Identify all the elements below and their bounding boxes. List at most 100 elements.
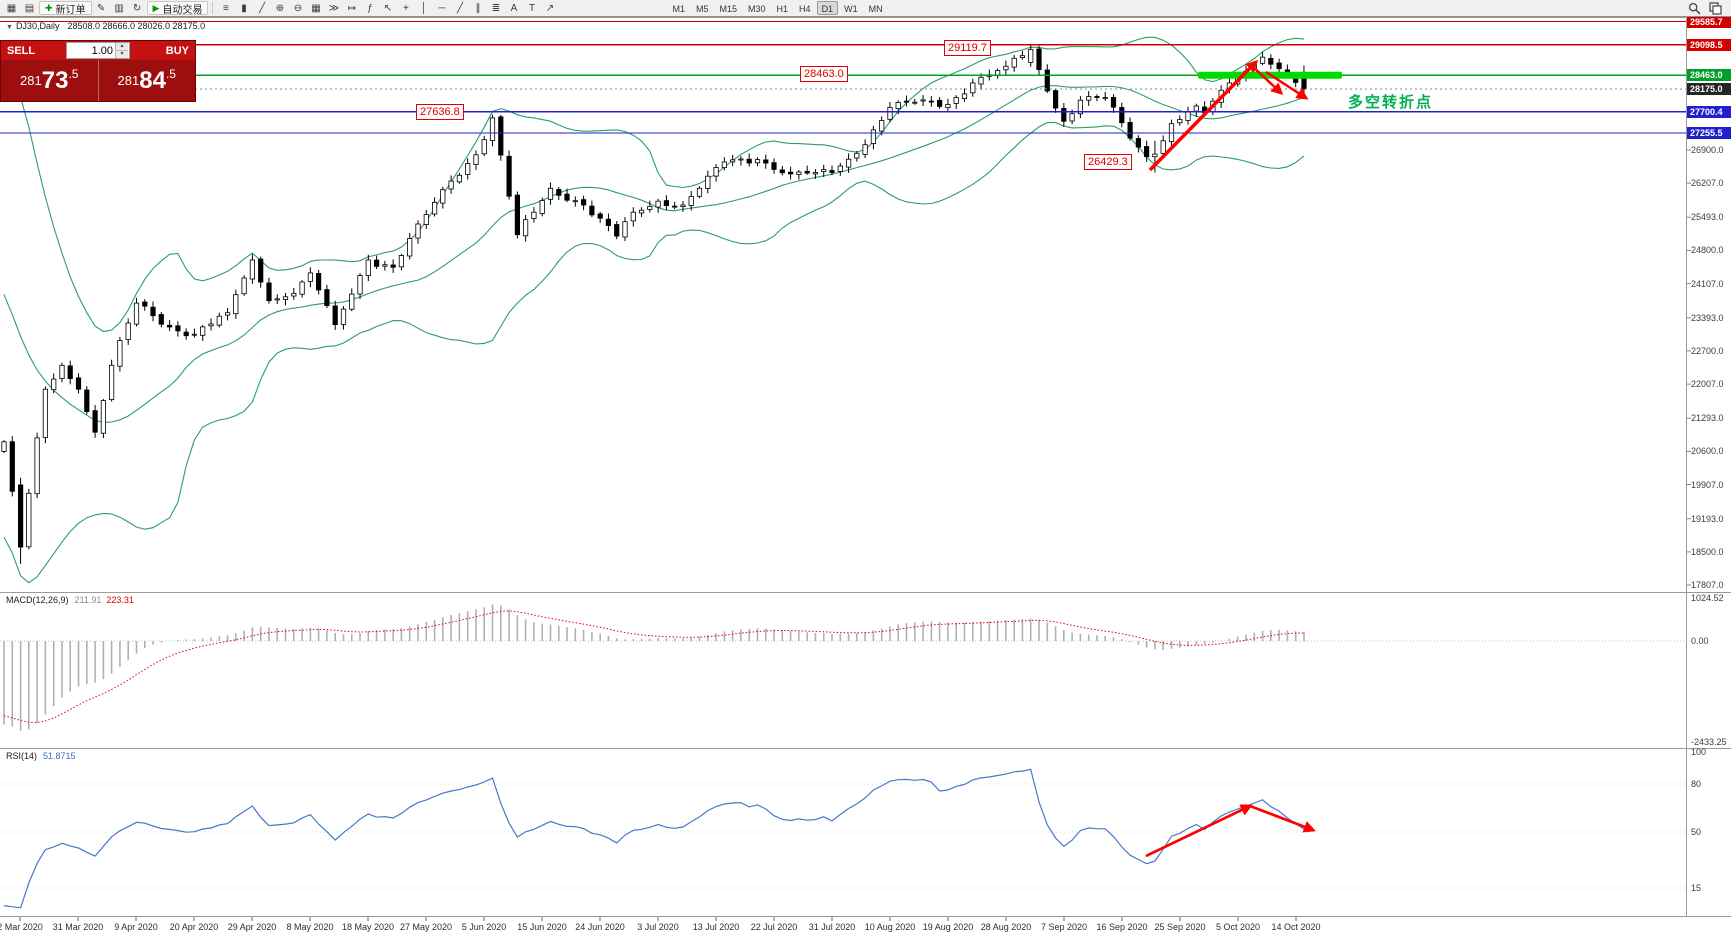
date-label: 22 Jul 2020 <box>750 922 798 932</box>
vertical-line-icon[interactable]: │ <box>420 2 428 14</box>
toolbar-group-charts: ▦ ▤ <box>3 1 38 16</box>
macd-scale-value: 0.00 <box>1691 636 1709 646</box>
volume-stepper: ▴ ▾ <box>115 43 128 58</box>
channel-icon[interactable]: ∥ <box>475 2 481 14</box>
toolbar-separator <box>212 2 214 14</box>
price-tick: 18500.0 <box>1691 546 1724 557</box>
date-label: 5 Jun 2020 <box>461 922 507 932</box>
new-order-button[interactable]: ✚ 新订单 <box>39 1 92 16</box>
date-label: 29 Apr 2020 <box>227 922 277 932</box>
date-label: 9 Apr 2020 <box>114 922 158 932</box>
date-label: 8 May 2020 <box>286 922 334 932</box>
date-label: 31 Jul 2020 <box>808 922 856 932</box>
timeframe-mn[interactable]: MN <box>864 1 888 15</box>
autotrading-label: 自动交易 <box>162 4 203 16</box>
trendline-icon[interactable]: ╱ <box>456 2 463 14</box>
new-window-icon[interactable] <box>1707 1 1724 16</box>
symbol-marker-icon: ▼ <box>6 24 13 31</box>
volume-decrease-button[interactable]: ▾ <box>115 50 128 58</box>
price-tick: 19907.0 <box>1691 479 1724 490</box>
timeframe-m1[interactable]: M1 <box>667 1 690 15</box>
price-tick: 23393.0 <box>1691 312 1724 323</box>
rsi-scale-value: 15 <box>1691 883 1702 893</box>
timeframe-h4[interactable]: H4 <box>794 1 816 15</box>
search-icon[interactable] <box>1686 1 1703 16</box>
arrows-icon[interactable]: ↗ <box>545 2 555 14</box>
crosshair-icon[interactable]: + <box>403 2 409 14</box>
price-scale-box: 27700.4 <box>1687 105 1731 118</box>
macd-scale-value: -2433.25 <box>1691 737 1727 748</box>
timeframe-m15[interactable]: M15 <box>715 1 743 15</box>
timeframe-h1[interactable]: H1 <box>772 1 794 15</box>
price-tick: 25493.0 <box>1691 212 1724 223</box>
candlestick-chart-icon[interactable]: ▮ <box>241 2 247 14</box>
buy-button[interactable]: 281 84.5 <box>97 60 196 101</box>
buy-label[interactable]: BUY <box>165 44 189 57</box>
date-label: 13 Jul 2020 <box>692 922 740 932</box>
zoom-out-icon[interactable]: ⊖ <box>293 2 303 14</box>
chart-shift-icon[interactable]: ↦ <box>347 2 357 14</box>
zoom-in-icon[interactable]: ⊕ <box>275 2 285 14</box>
text-label-icon[interactable]: T <box>528 2 536 14</box>
price-annotation[interactable]: 28463.0 <box>800 66 848 82</box>
date-label: 14 Oct 2020 <box>1271 922 1321 932</box>
buy-price-prefix: 281 <box>117 73 140 88</box>
price-annotation[interactable]: 26429.3 <box>1084 154 1132 170</box>
date-label: 2 Mar 2020 <box>0 922 43 932</box>
tile-windows-icon[interactable]: ▦ <box>311 2 321 14</box>
horizontal-line-icon[interactable]: ─ <box>438 2 446 14</box>
macd-label: MACD(12,26,9) 211.91 223.31 <box>6 595 134 605</box>
timeframe-w1[interactable]: W1 <box>839 1 863 15</box>
sell-button[interactable]: 281 73.5 <box>1 60 98 101</box>
sell-price-frac: .5 <box>68 66 79 81</box>
line-chart-icon[interactable]: ╱ <box>258 2 265 14</box>
sell-label[interactable]: SELL <box>7 44 36 57</box>
new-order-label: 新订单 <box>55 4 86 16</box>
autotrading-button[interactable]: ▶ 自动交易 <box>146 1 209 16</box>
play-icon: ▶ <box>152 2 160 13</box>
fibonacci-icon[interactable]: ≣ <box>491 2 501 14</box>
text-icon[interactable]: A <box>510 2 518 14</box>
time-scale[interactable]: 2 Mar 2020 31 Mar 2020 9 Apr 2020 20 Apr 20… <box>0 917 1731 945</box>
date-label: 15 Jun 2020 <box>517 922 567 932</box>
ohlc-values: 28508.0 28666.0 28026.0 28175.0 <box>67 21 206 31</box>
price-annotation[interactable]: 27636.8 <box>416 104 464 120</box>
price-scale[interactable]: 26900.0 26207.0 25493.0 24800.0 24107.0 23393… <box>1687 15 1731 916</box>
chart-title: ▼ DJ30,Daily 28508.0 28666.0 28026.0 28175… <box>6 21 205 31</box>
price-tick: 24107.0 <box>1691 278 1724 289</box>
metaeditor-icon[interactable]: ✎ <box>96 2 106 14</box>
rsi-label: RSI(14) 51.8715 <box>6 751 76 761</box>
auto-scroll-icon[interactable]: ≫ <box>328 2 340 14</box>
new-chart-icon[interactable]: ▦ <box>6 2 17 14</box>
date-label: 18 May 2020 <box>341 922 395 932</box>
timeframe-group: M1 M5 M15 M30 H1 H4 D1 W1 MN <box>667 1 887 15</box>
market-watch-icon[interactable]: ▥ <box>114 2 124 14</box>
date-label: 10 Aug 2020 <box>864 922 916 932</box>
pivot-note[interactable]: 多空转折点 <box>1348 94 1434 111</box>
sell-price-prefix: 281 <box>20 73 42 88</box>
date-label: 31 Mar 2020 <box>52 922 104 932</box>
volume-input[interactable] <box>67 43 115 58</box>
timeframe-m30[interactable]: M30 <box>743 1 771 15</box>
timeframe-m5[interactable]: M5 <box>691 1 714 15</box>
toolbar: ▦ ▤ ✚ 新订单 ✎ ▥ ↻ ▶ 自动交易 ≡ ▮ ╱ ⊕ ⊖ ▦ ≫ ↦ ƒ ↖ + │ ─ ╱ ∥ ≣ A T ↗ … <box>0 0 1731 17</box>
date-label: 19 Aug 2020 <box>922 922 974 932</box>
cursor-icon[interactable]: ↖ <box>383 2 393 14</box>
date-label: 27 May 2020 <box>399 922 453 932</box>
refresh-icon[interactable]: ↻ <box>132 2 142 14</box>
date-label: 20 Apr 2020 <box>169 922 219 932</box>
price-tick: 26900.0 <box>1691 144 1724 155</box>
volume-box: ▴ ▾ <box>66 42 130 59</box>
date-label: 16 Sep 2020 <box>1096 922 1148 932</box>
rsi-scale-value: 50 <box>1691 827 1702 837</box>
price-annotation[interactable]: 29119.7 <box>944 40 991 56</box>
price-scale-box: 29585.7 <box>1687 15 1731 28</box>
bar-chart-icon[interactable]: ≡ <box>223 2 229 14</box>
indicators-icon[interactable]: ƒ <box>367 2 373 14</box>
volume-increase-button[interactable]: ▴ <box>115 43 128 50</box>
timeframe-d1[interactable]: D1 <box>816 1 839 15</box>
chart-profiles-icon[interactable]: ▤ <box>24 2 35 14</box>
price-scale-box: 29098.5 <box>1687 38 1731 51</box>
